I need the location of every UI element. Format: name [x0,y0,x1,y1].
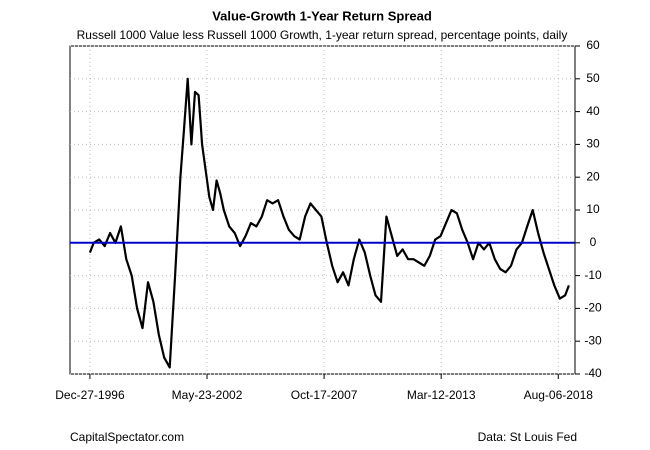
chart-title: Value-Growth 1-Year Return Spread [212,8,432,23]
source-right: Data: St Louis Fed [478,430,577,444]
y-tick-label: -30 [584,333,602,347]
y-tick-label: -10 [584,268,602,282]
y-tick-label: 60 [586,38,600,52]
x-tick-label: May-23-2002 [172,388,243,402]
x-tick-label: Aug-06-2018 [524,388,594,402]
chart-subtitle: Russell 1000 Value less Russell 1000 Gro… [77,28,568,42]
x-tick-label: Dec-27-1996 [55,388,125,402]
y-tick-label: 50 [586,71,600,85]
y-tick-label: 10 [586,202,600,216]
source-left: CapitalSpectator.com [70,430,184,444]
y-tick-label: -40 [584,366,602,380]
y-tick-label: 0 [590,235,597,249]
data-line [88,77,570,369]
y-tick-label: 20 [586,169,600,183]
x-tick-label: Oct-17-2007 [291,388,358,402]
x-tick-label: Mar-12-2013 [407,388,476,402]
y-tick-label: -20 [584,301,602,315]
y-tick-label: 40 [586,104,600,118]
y-tick-label: 30 [586,137,600,151]
